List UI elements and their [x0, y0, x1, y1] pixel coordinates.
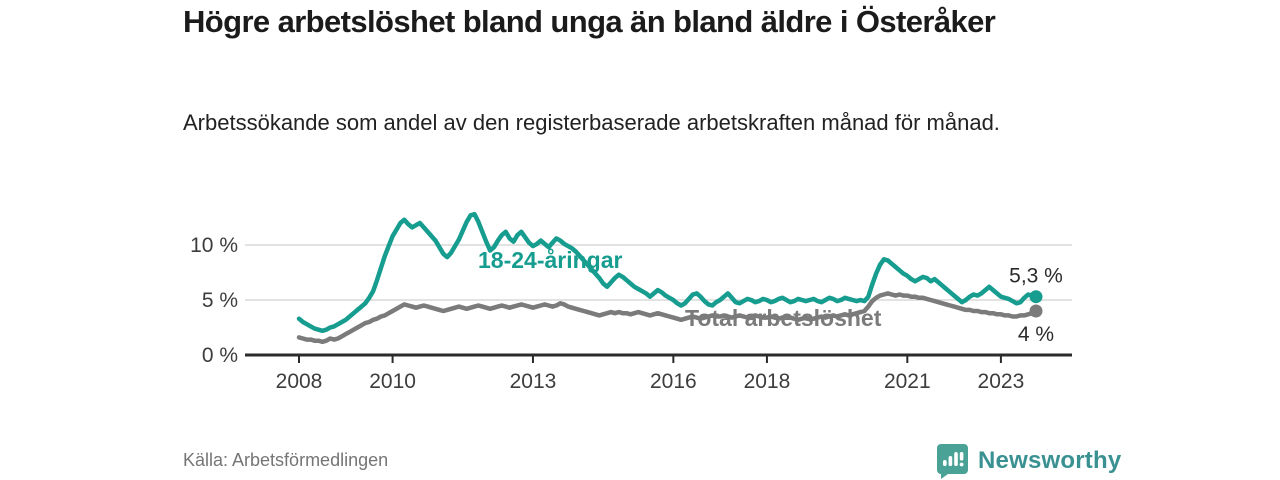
x-tick-label: 2016 [650, 370, 697, 393]
series-label-youth: 18-24-åringar [478, 247, 623, 273]
series-label-total: Total arbetslöshet [685, 305, 882, 331]
x-tick-label: 2013 [510, 370, 557, 393]
end-value-label-youth: 5,3 % [1009, 265, 1063, 288]
x-tick-label: 2021 [884, 370, 931, 393]
series-line-youth [296, 211, 1039, 334]
y-tick-label: 10 % [190, 234, 238, 257]
y-tick-label: 5 % [202, 289, 238, 312]
series-end-dot-total [1029, 304, 1043, 318]
series-end-dot-youth [1029, 290, 1043, 304]
page-subtitle: Arbetssökande som andel av den registerb… [183, 110, 1000, 135]
y-tick-label: 0 % [202, 344, 238, 367]
x-tick-label: 2010 [369, 370, 416, 393]
end-value-label-total: 4 % [1018, 323, 1054, 346]
x-axis-labels: 2008 2010 2013 2016 2018 2021 2023 [276, 370, 1025, 393]
newsworthy-logo-text: Newsworthy [978, 447, 1122, 474]
page-title: Högre arbetslöshet bland unga än bland ä… [183, 4, 996, 39]
x-tick-label: 2023 [978, 370, 1025, 393]
series-line-total [296, 291, 1039, 345]
unemployment-line-chart: 0 % 5 % 10 % 2008 2010 2013 2016 2018 2021 2023 … [180, 195, 1130, 410]
y-axis-labels: 0 % 5 % 10 % [190, 234, 238, 367]
bar-chart-speech-bubble-icon [937, 444, 968, 479]
chart-canvas: 0 %5 %10 % 2008 2010 2013 2016 2018 2021 2023 … [190, 211, 1072, 393]
x-tick-label: 2018 [744, 370, 791, 393]
x-tick-label: 2008 [276, 370, 323, 393]
source-attribution: Källa: Arbetsförmedlingen [183, 450, 389, 470]
x-axis-ticks [298, 355, 1002, 363]
newsworthy-logo: Newsworthy [936, 443, 1121, 479]
